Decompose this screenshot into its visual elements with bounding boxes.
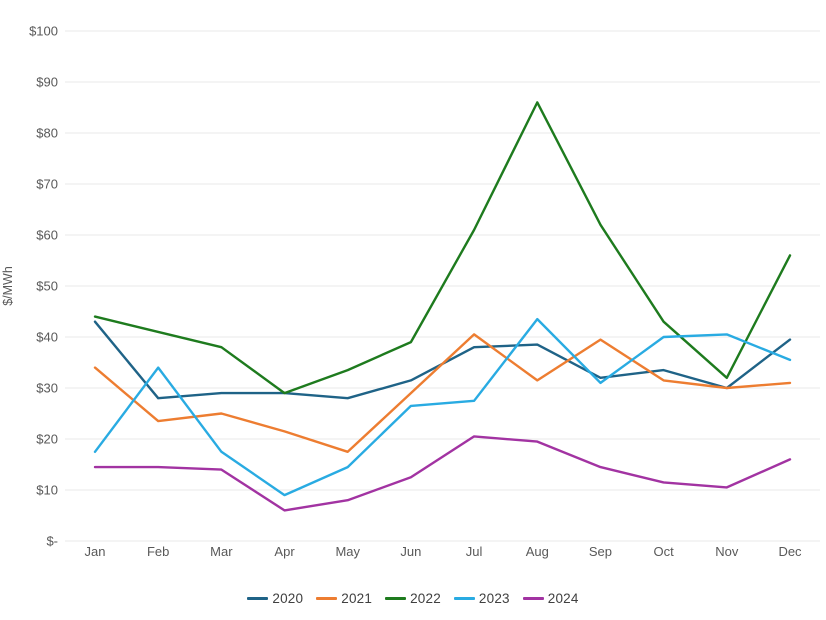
- legend-label: 2022: [410, 591, 441, 606]
- y-tick-label: $70: [36, 177, 58, 192]
- legend-item-2024[interactable]: 2024: [522, 591, 579, 606]
- x-tick-label: Jun: [400, 544, 421, 559]
- y-tick-label: $30: [36, 381, 58, 396]
- series-line-2024: [93, 435, 792, 512]
- legend-item-2021[interactable]: 2021: [316, 591, 372, 606]
- y-tick-label: $60: [36, 228, 58, 243]
- legend-item-2020[interactable]: 2020: [247, 591, 303, 606]
- x-tick-label: Oct: [654, 544, 675, 559]
- series-line-2020: [93, 320, 792, 400]
- y-tick-label: $90: [36, 75, 58, 90]
- series-line-2023: [93, 317, 792, 497]
- chart-legend: 2020 2021 2022 2023 2024: [0, 591, 826, 606]
- legend-swatch-icon: [453, 597, 475, 600]
- x-tick-label: Sep: [589, 544, 612, 559]
- y-tick-label: $20: [36, 432, 58, 447]
- y-tick-label: $-: [46, 534, 58, 549]
- legend-label: 2021: [341, 591, 373, 606]
- y-tick-label: $10: [36, 483, 58, 498]
- y-axis-title: $/MWh: [1, 266, 15, 306]
- y-tick-label: $100: [29, 24, 58, 39]
- legend-swatch-icon: [522, 597, 544, 600]
- series-line-2022: [93, 101, 792, 395]
- x-tick-label: May: [335, 544, 360, 559]
- x-tick-label: Aug: [526, 544, 549, 559]
- x-tick-label: Jul: [466, 544, 483, 559]
- x-tick-label: Nov: [715, 544, 739, 559]
- series-line-2021: [93, 333, 792, 453]
- legend-swatch-icon: [316, 597, 338, 600]
- legend-label: 2023: [478, 591, 510, 606]
- y-tick-label: $40: [36, 330, 58, 345]
- legend-label: 2024: [547, 591, 579, 606]
- x-tick-label: Apr: [274, 544, 295, 559]
- y-tick-label: $50: [36, 279, 58, 294]
- legend-item-2023[interactable]: 2023: [453, 591, 510, 606]
- legend-item-2022[interactable]: 2022: [385, 591, 441, 606]
- legend-swatch-icon: [247, 597, 269, 600]
- y-tick-label: $80: [36, 126, 58, 141]
- x-tick-label: Mar: [210, 544, 233, 559]
- legend-label: 2020: [272, 591, 304, 606]
- x-tick-label: Jan: [85, 544, 106, 559]
- legend-swatch-icon: [385, 597, 407, 600]
- x-tick-label: Dec: [778, 544, 802, 559]
- x-tick-label: Feb: [147, 544, 169, 559]
